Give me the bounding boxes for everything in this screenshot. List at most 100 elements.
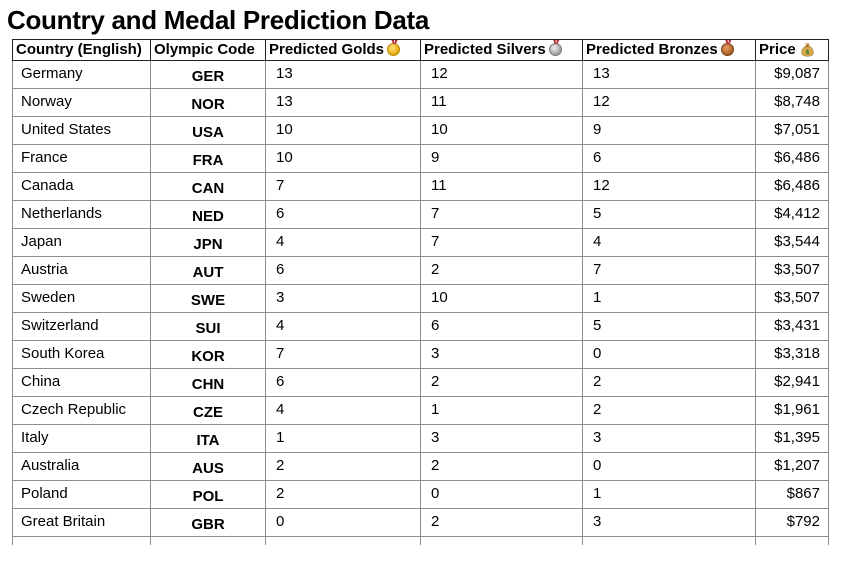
cell-predicted-silvers: 7 [420, 228, 583, 257]
column-header-golds[interactable]: Predicted Golds [265, 39, 421, 61]
cell-predicted-bronzes: 3 [582, 424, 756, 453]
cell-olympic-code: JPN [150, 228, 266, 257]
cell-price: $792 [755, 508, 829, 537]
cell-predicted-golds: 4 [265, 228, 421, 257]
cell-price: $8,748 [755, 88, 829, 117]
cell-olympic-code: GBR [150, 508, 266, 537]
column-header-silvers[interactable]: Predicted Silvers [420, 39, 583, 61]
cell-country: Poland [12, 480, 151, 509]
cell-price: $1,395 [755, 424, 829, 453]
cell-predicted-golds: 6 [265, 368, 421, 397]
money-bag-icon: $ [801, 43, 814, 57]
cell-price: $1,207 [755, 452, 829, 481]
cell-price: $3,507 [755, 256, 829, 285]
cell-olympic-code: CAN [150, 172, 266, 201]
column-header-country[interactable]: Country (English) [12, 39, 151, 61]
cell-predicted-bronzes: 1 [582, 284, 756, 313]
cell-olympic-code: AUS [150, 452, 266, 481]
cell-predicted-bronzes: 3 [582, 508, 756, 537]
cell-predicted-bronzes: 2 [582, 396, 756, 425]
cell-country: Czech Republic [12, 396, 151, 425]
cell-olympic-code: CZE [150, 396, 266, 425]
cell-partial [12, 536, 151, 545]
cell-predicted-silvers: 0 [420, 480, 583, 509]
cell-price: $3,507 [755, 284, 829, 313]
cell-country: South Korea [12, 340, 151, 369]
cell-partial [150, 536, 266, 545]
cell-price: $6,486 [755, 172, 829, 201]
table-row: Canada CAN 7 11 12 $6,486 [12, 172, 829, 201]
cell-olympic-code: NED [150, 200, 266, 229]
cell-olympic-code: SUI [150, 312, 266, 341]
table-row: Great Britain GBR 0 2 3 $792 [12, 508, 829, 537]
cell-predicted-golds: 10 [265, 116, 421, 145]
cell-predicted-golds: 2 [265, 452, 421, 481]
cell-olympic-code: NOR [150, 88, 266, 117]
cell-predicted-silvers: 2 [420, 256, 583, 285]
cell-predicted-silvers: 1 [420, 396, 583, 425]
cell-price: $7,051 [755, 116, 829, 145]
cell-predicted-bronzes: 1 [582, 480, 756, 509]
column-header-label: Olympic Code [154, 41, 255, 58]
cell-olympic-code: AUT [150, 256, 266, 285]
table-row: China CHN 6 2 2 $2,941 [12, 368, 829, 397]
cell-predicted-silvers: 11 [420, 88, 583, 117]
cell-predicted-silvers: 12 [420, 60, 583, 89]
cell-country: Great Britain [12, 508, 151, 537]
cell-predicted-silvers: 7 [420, 200, 583, 229]
column-header-bronzes[interactable]: Predicted Bronzes [582, 39, 756, 61]
medal-prediction-table: Country (English) Olympic Code Predicted… [12, 39, 829, 545]
cell-country: Germany [12, 60, 151, 89]
table-row: Austria AUT 6 2 7 $3,507 [12, 256, 829, 285]
cell-predicted-silvers: 10 [420, 284, 583, 313]
svg-text:$: $ [805, 48, 810, 56]
table-row: South Korea KOR 7 3 0 $3,318 [12, 340, 829, 369]
cell-predicted-bronzes: 12 [582, 172, 756, 201]
table-row: Italy ITA 1 3 3 $1,395 [12, 424, 829, 453]
cell-predicted-silvers: 6 [420, 312, 583, 341]
cell-olympic-code: SWE [150, 284, 266, 313]
cell-price: $1,961 [755, 396, 829, 425]
table-body: Germany GER 13 12 13 $9,087 Norway NOR 13 11 12 $8,… [12, 60, 829, 545]
table-row: Germany GER 13 12 13 $9,087 [12, 60, 829, 89]
table-row-partial [12, 536, 829, 545]
cell-predicted-silvers: 10 [420, 116, 583, 145]
cell-partial [582, 536, 756, 545]
cell-predicted-golds: 7 [265, 340, 421, 369]
cell-predicted-bronzes: 13 [582, 60, 756, 89]
table-row: Norway NOR 13 11 12 $8,748 [12, 88, 829, 117]
cell-olympic-code: ITA [150, 424, 266, 453]
cell-country: Italy [12, 424, 151, 453]
cell-predicted-golds: 1 [265, 424, 421, 453]
table-header-row: Country (English) Olympic Code Predicted… [12, 39, 829, 61]
cell-price: $3,431 [755, 312, 829, 341]
column-header-label: Country (English) [16, 41, 142, 58]
gold-medal-icon [387, 43, 401, 56]
cell-predicted-golds: 4 [265, 396, 421, 425]
column-header-price[interactable]: Price $ [755, 39, 829, 61]
cell-predicted-golds: 13 [265, 88, 421, 117]
cell-price: $2,941 [755, 368, 829, 397]
table-row: United States USA 10 10 9 $7,051 [12, 116, 829, 145]
cell-olympic-code: GER [150, 60, 266, 89]
table-row: Czech Republic CZE 4 1 2 $1,961 [12, 396, 829, 425]
cell-predicted-golds: 2 [265, 480, 421, 509]
cell-country: Canada [12, 172, 151, 201]
page-title: Country and Medal Prediction Data [7, 5, 430, 35]
table-row: Poland POL 2 0 1 $867 [12, 480, 829, 509]
cell-predicted-bronzes: 7 [582, 256, 756, 285]
cell-partial [420, 536, 583, 545]
cell-predicted-golds: 13 [265, 60, 421, 89]
cell-country: Austria [12, 256, 151, 285]
cell-predicted-silvers: 9 [420, 144, 583, 173]
column-header-code[interactable]: Olympic Code [150, 39, 266, 61]
cell-partial [265, 536, 421, 545]
table-row: Netherlands NED 6 7 5 $4,412 [12, 200, 829, 229]
cell-country: Sweden [12, 284, 151, 313]
cell-predicted-golds: 3 [265, 284, 421, 313]
cell-price: $867 [755, 480, 829, 509]
bronze-medal-icon [720, 43, 734, 56]
column-header-label: Predicted Silvers [424, 41, 546, 58]
cell-predicted-golds: 7 [265, 172, 421, 201]
cell-olympic-code: CHN [150, 368, 266, 397]
